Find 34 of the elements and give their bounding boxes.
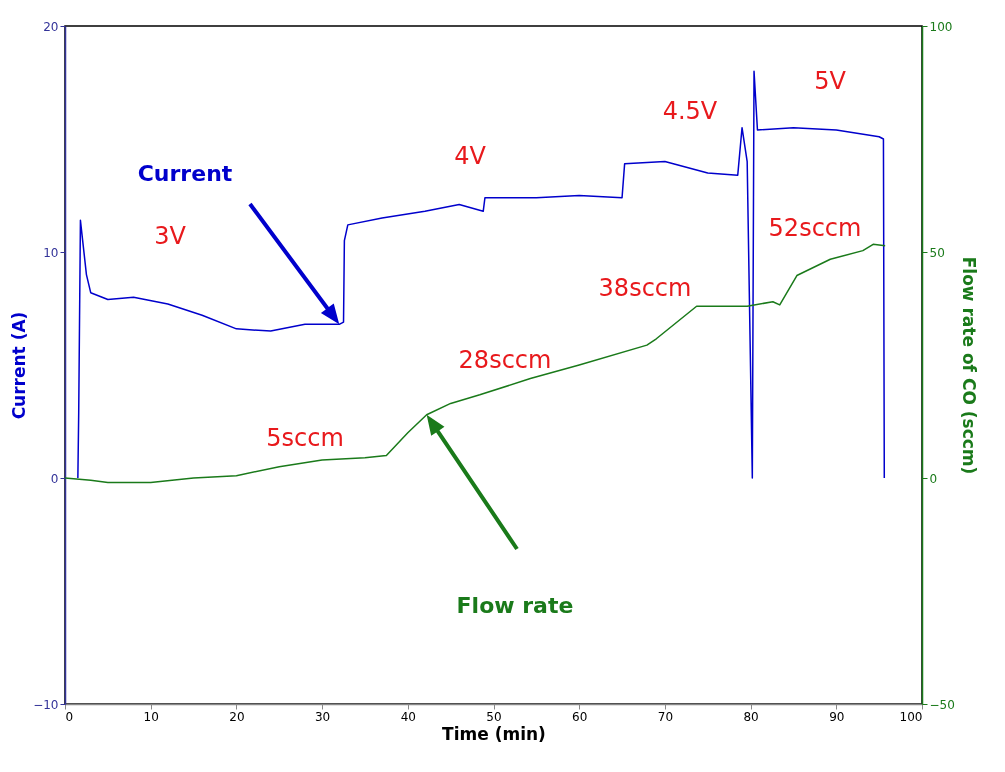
line-series bbox=[77, 70, 886, 479]
y2-tick-label: 100 bbox=[929, 19, 953, 34]
x-tick-label: 100 bbox=[899, 709, 923, 724]
y-tick-label: 10 bbox=[43, 245, 59, 260]
x-tick-label: 0 bbox=[65, 709, 74, 724]
annotation: 3V bbox=[154, 222, 187, 250]
annotation: 4V bbox=[454, 142, 487, 170]
text: Flow rate bbox=[456, 593, 574, 618]
x-tick-label: 40 bbox=[400, 709, 416, 724]
line-series bbox=[64, 243, 886, 484]
y-tick-label: 0 bbox=[50, 471, 59, 486]
y-tick-label: 20 bbox=[43, 19, 59, 34]
y-tick-label: −10 bbox=[33, 697, 59, 712]
annotation: 38sccm bbox=[598, 274, 692, 302]
x-tick-label: 60 bbox=[572, 709, 588, 724]
y2-tick-label: 0 bbox=[929, 471, 938, 486]
annotation: 5V bbox=[814, 67, 847, 95]
x-tick-label: 80 bbox=[743, 709, 759, 724]
annotation: 5sccm bbox=[266, 424, 344, 452]
x-tick-label: 20 bbox=[229, 709, 245, 724]
y2-tick-label: 50 bbox=[929, 245, 945, 260]
x-tick-label: 50 bbox=[486, 709, 502, 724]
x-tick-label: 90 bbox=[829, 709, 845, 724]
x-tick-label: 70 bbox=[657, 709, 674, 724]
y-axis-title: Current (A) bbox=[9, 311, 30, 420]
text: Current bbox=[137, 161, 233, 186]
y2-axis-title: Flow rate of CO (sccm) bbox=[958, 256, 979, 475]
x-tick-label: 10 bbox=[143, 709, 159, 724]
x-axis-title: Time (min) bbox=[442, 723, 546, 744]
x-tick-label: 30 bbox=[314, 709, 331, 724]
annotation: 4.5V bbox=[662, 97, 718, 125]
annotation: 52sccm bbox=[768, 214, 862, 242]
annotation: 28sccm bbox=[458, 346, 552, 374]
y2-tick-label: −50 bbox=[929, 697, 955, 712]
